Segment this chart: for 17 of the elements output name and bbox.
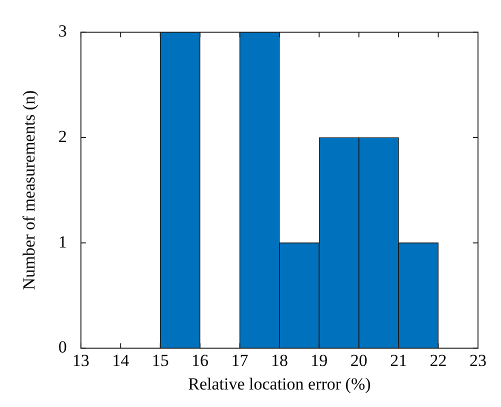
x-tick-label: 14 xyxy=(112,350,130,370)
y-axis-title: Number of measurements (n) xyxy=(20,90,39,290)
y-tick-label: 2 xyxy=(58,127,67,146)
x-tick-label: 16 xyxy=(192,350,209,370)
x-tick-label: 18 xyxy=(270,350,288,370)
x-tick-label: 19 xyxy=(310,350,328,370)
x-axis-title: Relative location error (%) xyxy=(188,374,371,394)
x-tick-label: 15 xyxy=(152,350,169,370)
x-tick-label: 22 xyxy=(430,350,447,370)
x-tick-label: 13 xyxy=(72,350,90,370)
x-tick-label: 23 xyxy=(470,350,486,370)
x-tick-label: 21 xyxy=(390,350,408,370)
y-tick-label: 0 xyxy=(58,338,67,357)
y-tick-label: 1 xyxy=(58,232,67,252)
y-tick-label: 3 xyxy=(58,22,67,41)
x-tick-label: 20 xyxy=(350,350,368,370)
x-tick-label: 17 xyxy=(231,350,249,370)
